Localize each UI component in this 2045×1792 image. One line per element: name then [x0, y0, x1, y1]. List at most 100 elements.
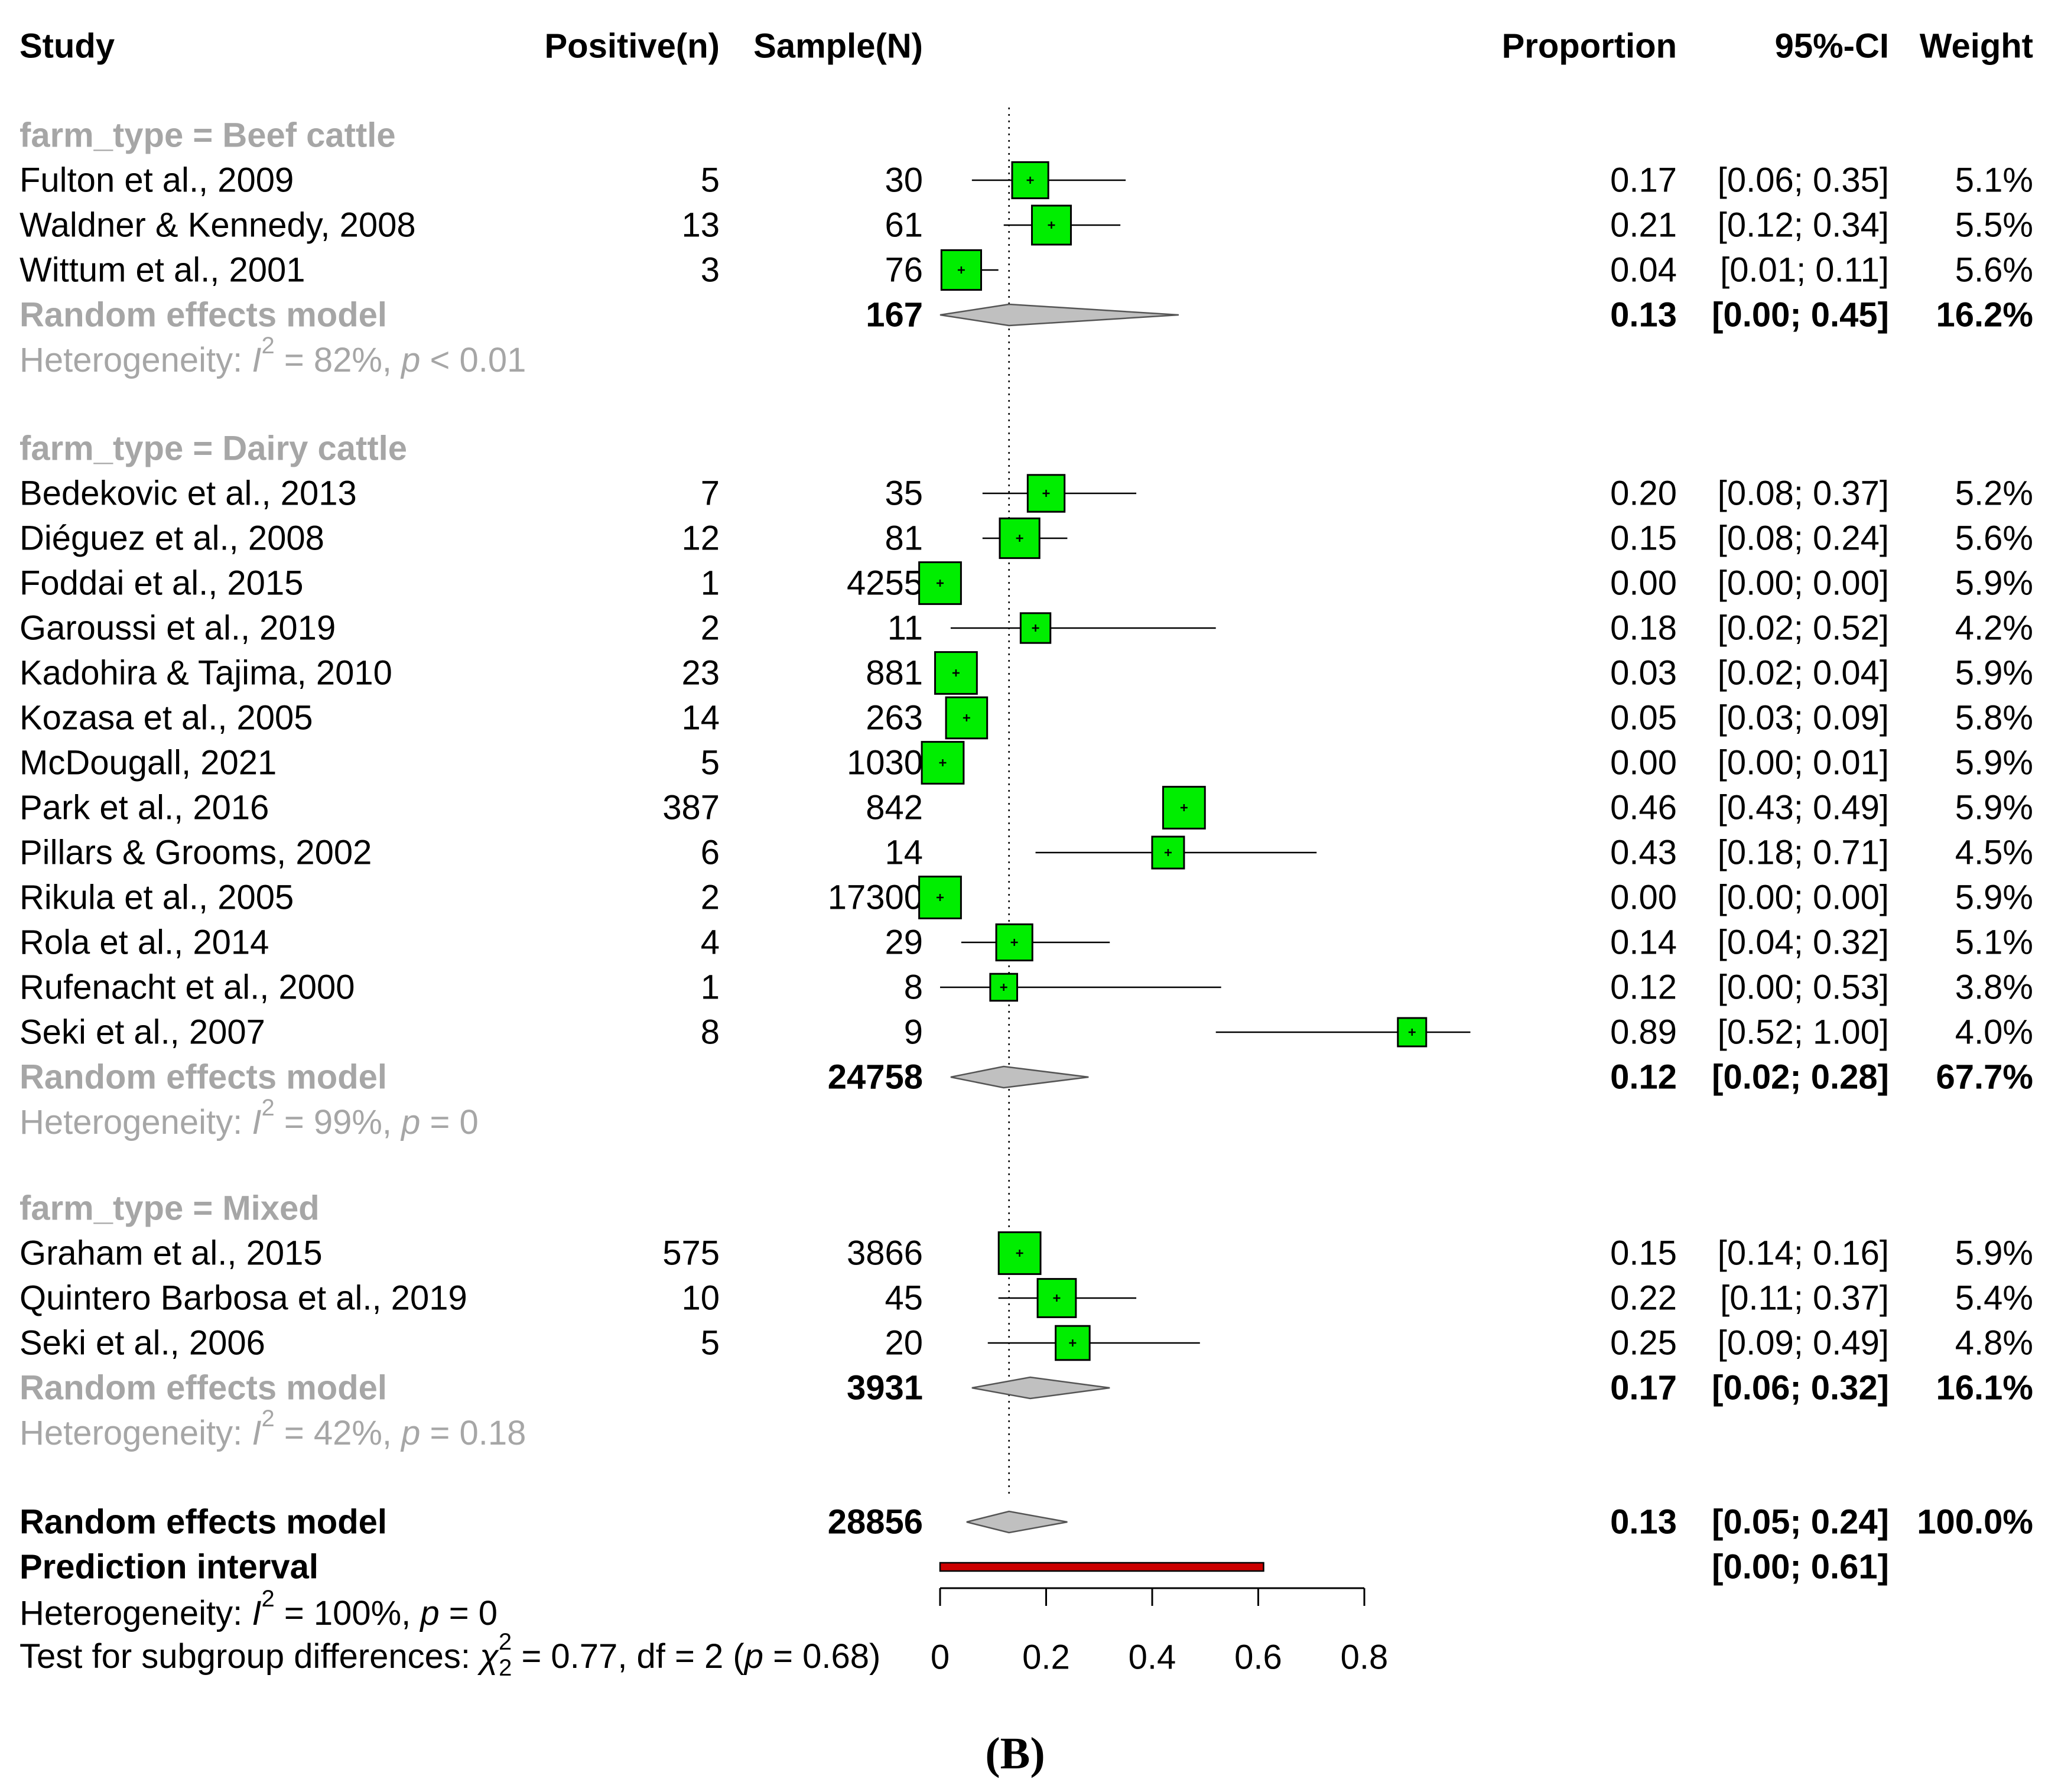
study-name: Kozasa et al., 2005 [19, 699, 313, 737]
study-sample: 76 [885, 251, 923, 290]
study-proportion: 0.00 [1610, 744, 1677, 782]
study-weight: 3.8% [1955, 968, 2033, 1007]
study-sample: 61 [885, 206, 923, 245]
study-ci: [0.09; 0.49] [1718, 1324, 1889, 1362]
study-proportion: 0.00 [1610, 564, 1677, 603]
study-proportion: 0.14 [1610, 923, 1677, 962]
study-positive: 387 [662, 789, 720, 827]
subgroup-model-sample: 24758 [828, 1058, 923, 1097]
study-weight-box [1011, 161, 1049, 200]
study-proportion: 0.89 [1610, 1013, 1677, 1052]
study-sample: 14 [885, 834, 923, 872]
study-sample: 1030 [847, 744, 923, 782]
study-ci: [0.00; 0.53] [1718, 968, 1889, 1007]
header-study: Study [19, 27, 115, 66]
study-weight: 5.9% [1955, 879, 2033, 917]
study-sample: 263 [866, 699, 923, 737]
subgroup-diamond [939, 303, 1179, 327]
study-ci: [0.43; 0.49] [1718, 789, 1889, 827]
header-proportion: Proportion [1502, 27, 1677, 66]
prediction-label: Prediction interval [19, 1548, 318, 1586]
study-weight: 5.8% [1955, 699, 2033, 737]
study-positive: 2 [701, 609, 720, 648]
subgroup-model-sample: 167 [866, 296, 923, 334]
subgroup-model-label: Random effects model [19, 1058, 387, 1097]
study-ci: [0.08; 0.24] [1718, 519, 1889, 558]
figure-label: (B) [985, 1729, 1045, 1778]
study-sample: 8 [904, 968, 923, 1007]
study-positive: 575 [662, 1234, 720, 1273]
subgroup-label: farm_type = Mixed [19, 1189, 320, 1228]
study-ci: [0.18; 0.71] [1718, 834, 1889, 872]
study-sample: 3866 [847, 1234, 923, 1273]
overall-heterogeneity: Heterogeneity: I2 = 100%, p = 0 [19, 1586, 498, 1632]
overall-model-sample: 28856 [828, 1503, 923, 1541]
study-ci: [0.11; 0.37] [1720, 1279, 1889, 1318]
study-proportion: 0.21 [1610, 206, 1677, 245]
study-proportion: 0.46 [1610, 789, 1677, 827]
study-ci: [0.02; 0.52] [1718, 609, 1889, 648]
study-ci: [0.00; 0.00] [1718, 564, 1889, 603]
study-proportion: 0.18 [1610, 609, 1677, 648]
study-name: Pillars & Grooms, 2002 [19, 834, 372, 872]
x-tick-label: 0.6 [1234, 1638, 1282, 1677]
overall-model-proportion: 0.13 [1610, 1503, 1677, 1541]
x-tick-label: 0.8 [1341, 1638, 1389, 1677]
study-proportion: 0.05 [1610, 699, 1677, 737]
study-proportion: 0.15 [1610, 519, 1677, 558]
study-name: Kadohira & Tajima, 2010 [19, 654, 392, 692]
study-proportion: 0.00 [1610, 879, 1677, 917]
study-name: Seki et al., 2007 [19, 1013, 265, 1052]
subgroup-model-ci: [0.06; 0.32] [1712, 1369, 1889, 1407]
study-name: Graham et al., 2015 [19, 1234, 323, 1273]
study-proportion: 0.12 [1610, 968, 1677, 1007]
study-ci: [0.06; 0.35] [1718, 161, 1889, 200]
study-proportion: 0.25 [1610, 1324, 1677, 1362]
subgroup-model-weight: 16.1% [1936, 1369, 2033, 1407]
study-weight: 5.9% [1955, 564, 2033, 603]
x-tick-label: 0.2 [1022, 1638, 1070, 1677]
overall-model-weight: 100.0% [1917, 1503, 2033, 1541]
study-sample: 11 [887, 609, 923, 648]
subgroup-heterogeneity: Heterogeneity: I2 = 99%, p = 0 [19, 1095, 479, 1141]
subgroup-model-label: Random effects model [19, 1369, 387, 1407]
study-weight: 5.9% [1955, 1234, 2033, 1273]
study-weight: 4.0% [1955, 1013, 2033, 1052]
subgroup-heterogeneity: Heterogeneity: I2 = 42%, p = 0.18 [19, 1406, 526, 1452]
study-ci: [0.04; 0.32] [1718, 923, 1889, 962]
subgroup-label: farm_type = Beef cattle [19, 116, 396, 155]
x-tick-label: 0 [931, 1638, 950, 1677]
subgroup-model-ci: [0.00; 0.45] [1712, 296, 1889, 334]
x-tick-label: 0.4 [1129, 1638, 1176, 1677]
study-weight: 5.9% [1955, 744, 2033, 782]
study-sample: 881 [866, 654, 923, 692]
study-sample: 29 [885, 923, 923, 962]
study-positive: 3 [701, 251, 720, 290]
study-sample: 81 [885, 519, 923, 558]
study-weight: 4.2% [1955, 609, 2033, 648]
study-name: Park et al., 2016 [19, 789, 269, 827]
study-sample: 30 [885, 161, 923, 200]
study-positive: 1 [701, 968, 720, 1007]
study-weight: 4.8% [1955, 1324, 2033, 1362]
study-positive: 23 [681, 654, 720, 692]
study-proportion: 0.17 [1610, 161, 1677, 200]
study-name: Seki et al., 2006 [19, 1324, 265, 1362]
subgroup-diamond [971, 1376, 1110, 1400]
study-positive: 6 [701, 834, 720, 872]
study-weight: 5.2% [1955, 474, 2033, 513]
study-name: Wittum et al., 2001 [19, 251, 305, 290]
subgroup-model-weight: 67.7% [1936, 1058, 2033, 1097]
study-positive: 2 [701, 879, 720, 917]
study-name: Bedekovic et al., 2013 [19, 474, 357, 513]
study-positive: 12 [681, 519, 720, 558]
study-sample: 4255 [847, 564, 923, 603]
study-ci: [0.02; 0.04] [1718, 654, 1889, 692]
study-proportion: 0.03 [1610, 654, 1677, 692]
overall-model-ci: [0.05; 0.24] [1712, 1503, 1889, 1541]
study-name: Rola et al., 2014 [19, 923, 269, 962]
study-proportion: 0.43 [1610, 834, 1677, 872]
study-sample: 9 [904, 1013, 923, 1052]
study-weight: 5.9% [1955, 654, 2033, 692]
